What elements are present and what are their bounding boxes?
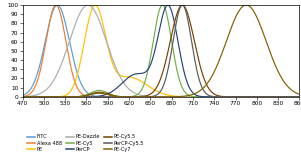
Legend: FITC, Alexa 488, PE, PE-Dazzle, PE-Cy5, PerCP, PE-Cy5.5, PerCP-Cy5.5, PE-Cy7: FITC, Alexa 488, PE, PE-Dazzle, PE-Cy5, … [25,132,146,154]
